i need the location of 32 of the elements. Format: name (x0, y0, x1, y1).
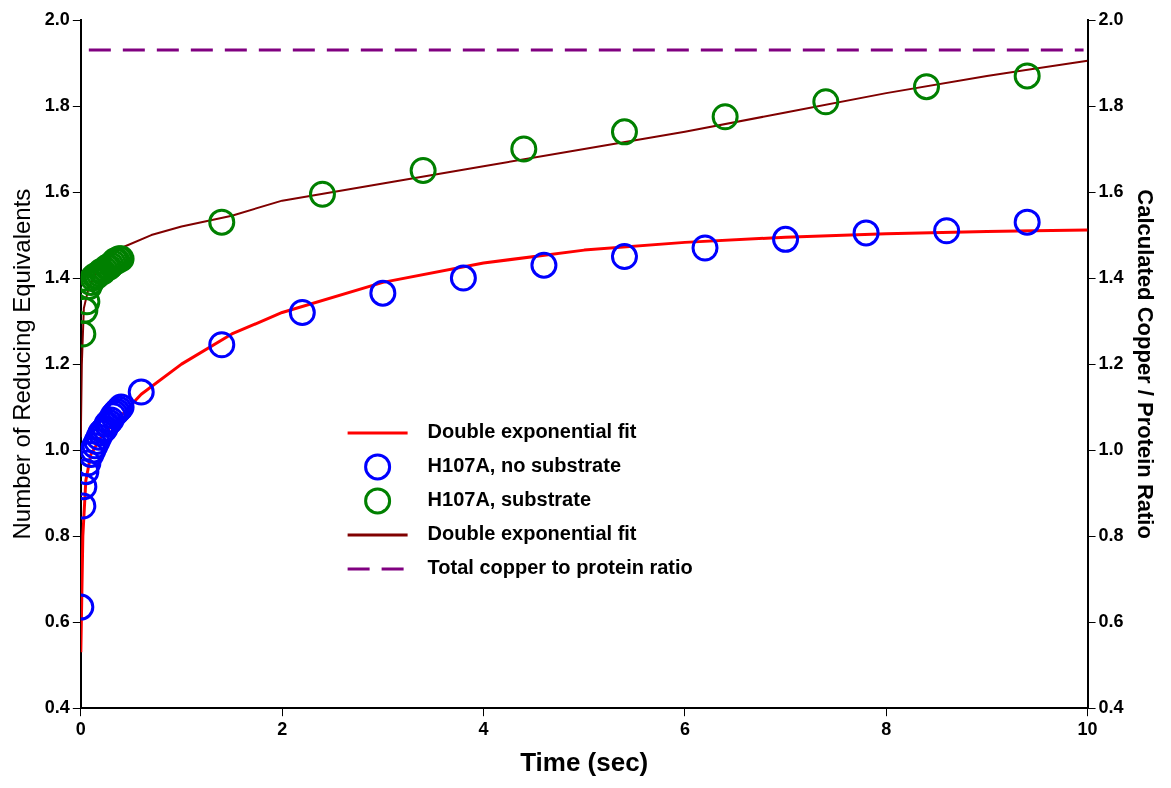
y-tick-label: 1.0 (44, 439, 70, 460)
y2-tick-label: 1.8 (1098, 94, 1124, 115)
y-tick-label: 0.8 (44, 525, 70, 546)
y-tick-label: 0.6 (44, 611, 70, 632)
y2-tick-label: 0.8 (1098, 525, 1124, 546)
y-tick-label: 0.4 (44, 697, 70, 718)
legend-label: Double exponential fit (427, 522, 637, 545)
y2-tick-label: 0.4 (1098, 697, 1124, 718)
legend-label: H107A, substrate (427, 488, 592, 511)
x-tick-label: 2 (277, 718, 288, 739)
y2-tick-label: 1.4 (1098, 267, 1124, 288)
legend-label: Total copper to protein ratio (427, 556, 693, 579)
y-tick-label: 2.0 (44, 8, 70, 29)
x-tick-label: 10 (1077, 718, 1098, 739)
legend-label: Double exponential fit (427, 420, 637, 443)
y2-tick-label: 1.6 (1098, 181, 1124, 202)
y2-axis-title: Calculated Copper / Protein Ratio (1132, 189, 1158, 539)
y2-tick-label: 0.6 (1098, 611, 1124, 632)
x-tick-label: 8 (881, 718, 892, 739)
y-axis-title: Number of Reducing Equivalents (8, 188, 36, 540)
y2-tick-label: 1.2 (1098, 353, 1124, 374)
y2-tick-label: 1.0 (1098, 439, 1124, 460)
y2-tick-label: 2.0 (1098, 8, 1124, 29)
y-tick-label: 1.6 (44, 181, 70, 202)
x-tick-label: 4 (478, 718, 489, 739)
y-tick-label: 1.4 (44, 267, 70, 288)
y-tick-label: 1.8 (44, 94, 70, 115)
legend-label: H107A, no substrate (427, 454, 621, 477)
x-tick-label: 0 (75, 718, 86, 739)
x-axis-title: Time (sec) (520, 746, 649, 777)
x-tick-label: 6 (679, 718, 690, 739)
y-tick-label: 1.2 (44, 353, 70, 374)
